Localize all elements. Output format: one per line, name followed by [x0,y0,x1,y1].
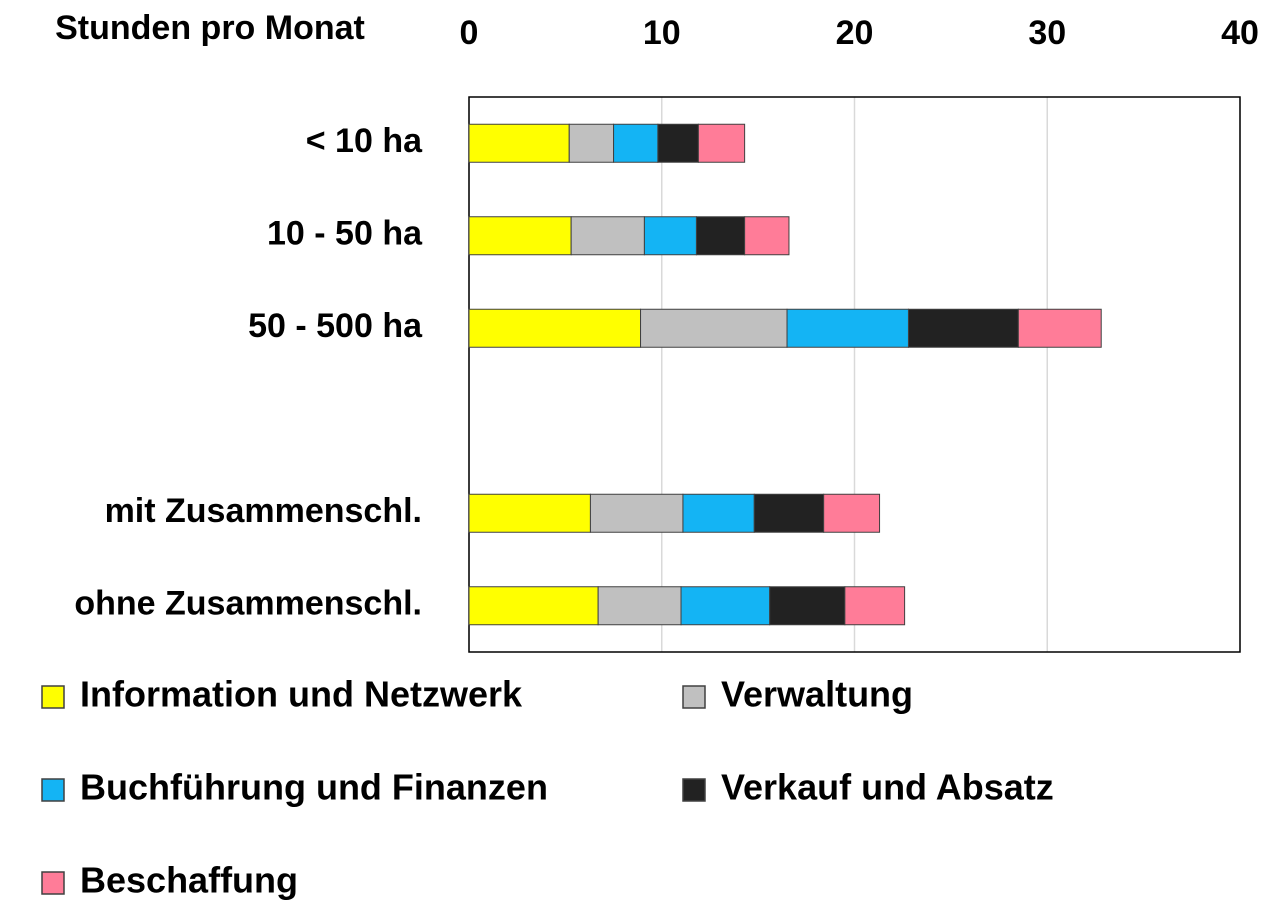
bar-segment [823,493,881,533]
bar-segment [597,586,682,626]
legend-label: Verwaltung [721,674,913,715]
legend-swatch [41,871,65,895]
bar-segment [744,216,790,256]
bar-segment [657,123,699,163]
x-tick-label: 20 [836,14,874,52]
legend-label: Beschaffung [80,860,298,901]
bar-segment [1017,308,1102,348]
bar-segment [468,308,642,348]
legend-label: Buchführung und Finanzen [80,767,548,808]
bar-segment [589,493,684,533]
bar-segment [468,216,572,256]
legend-swatch [682,778,706,802]
bar-segment [695,216,746,256]
y-tick-label: ohne Zusammenschl. [74,585,422,623]
legend-label: Information und Netzwerk [80,674,523,715]
bar-segment [640,308,788,348]
plot-border [468,96,1241,653]
x-tick-label: 0 [460,14,479,52]
y-tick-label: < 10 ha [306,122,423,160]
legend-label: Verkauf und Absatz [721,767,1054,808]
bar-segment [468,586,599,626]
bar-segment [643,216,697,256]
bar-segment [468,123,570,163]
x-tick-label: 40 [1221,14,1259,52]
bar-segment [844,586,906,626]
bar-segment [613,123,659,163]
bar-segment [680,586,771,626]
y-tick-label: mit Zusammenschl. [105,492,422,530]
bar-segment [568,123,615,163]
bar-segment [570,216,645,256]
bar-segment [682,493,755,533]
bar-segment [786,308,909,348]
bar-segment [753,493,825,533]
bar-segment [907,308,1019,348]
bar-segment [769,586,846,626]
y-tick-label: 10 - 50 ha [267,215,423,253]
bar-segment [697,123,746,163]
y-tick-label: 50 - 500 ha [248,307,423,345]
legend-swatch [41,685,65,709]
x-tick-label: 30 [1028,14,1066,52]
axis-label: Stunden pro Monat [55,9,365,47]
legend-swatch [682,685,706,709]
legend-swatch [41,778,65,802]
x-tick-label: 10 [643,14,681,52]
bar-segment [468,493,591,533]
